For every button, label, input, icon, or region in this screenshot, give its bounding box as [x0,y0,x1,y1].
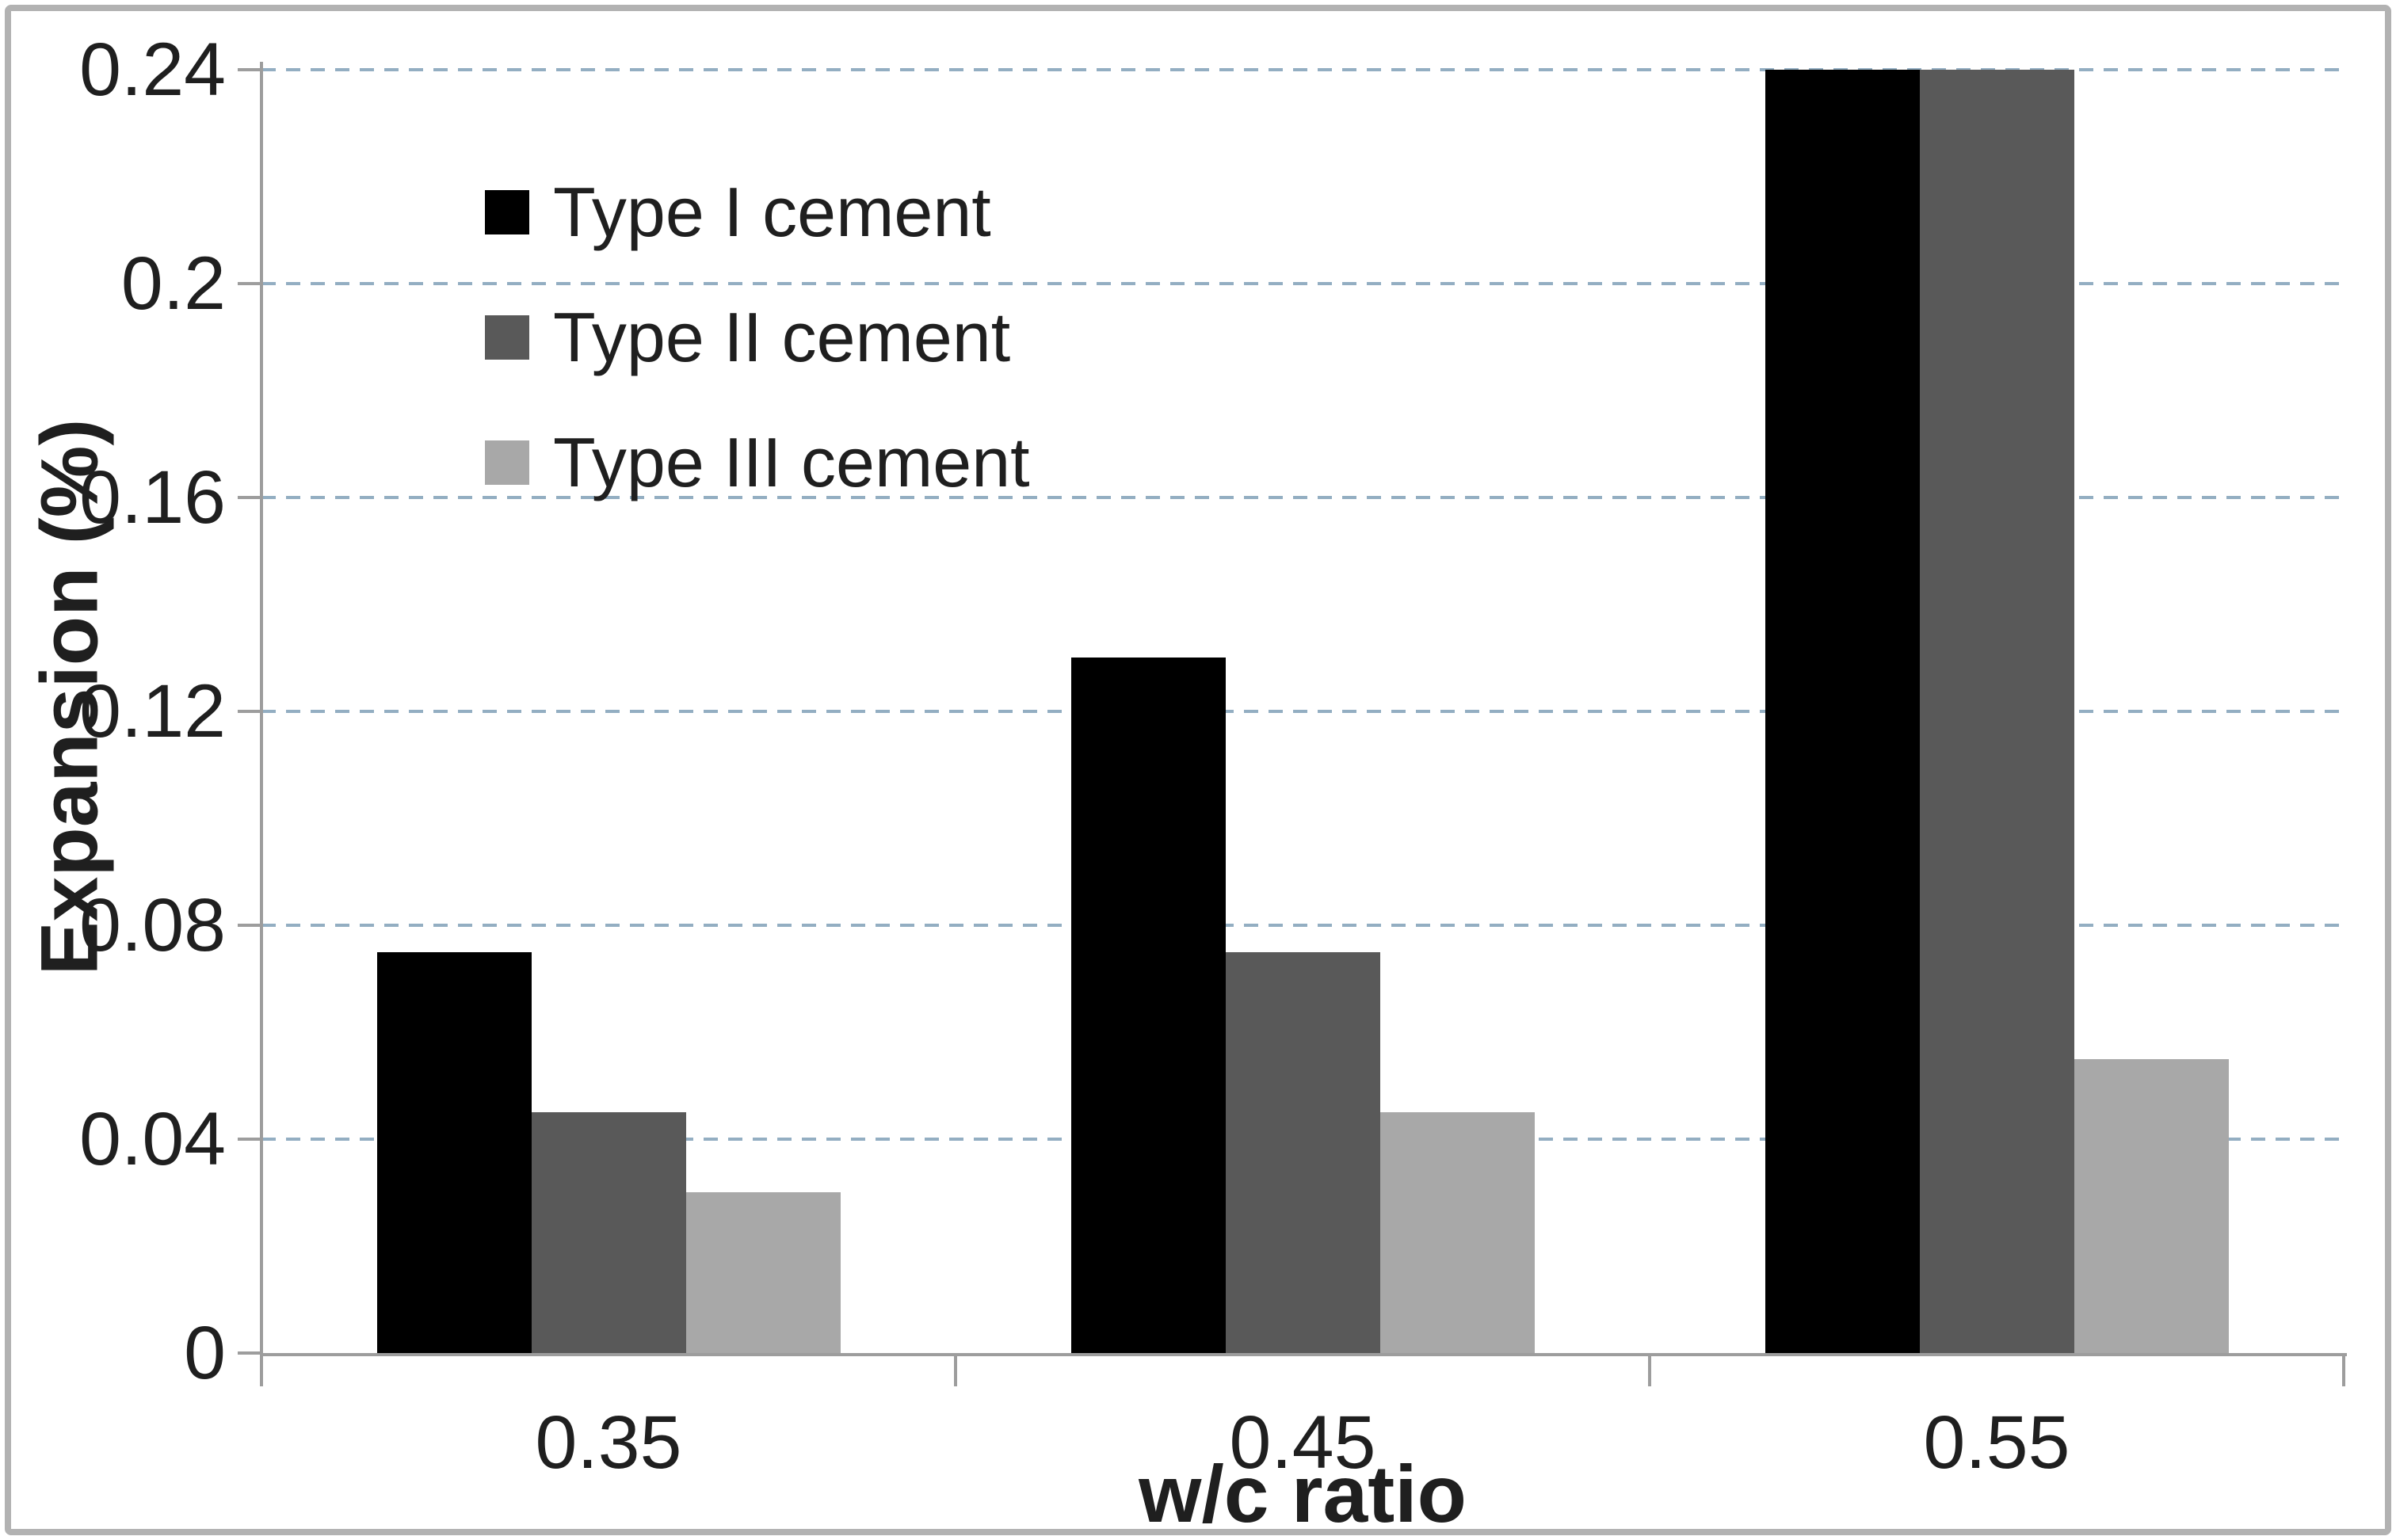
y-tick-mark-0.08 [238,924,261,927]
gridline-0.2 [261,282,2344,285]
x-tick-mark-1 [954,1353,957,1386]
gridline-0.16 [261,496,2344,499]
plot-area [261,68,2344,1353]
x-tick-mark-2 [1648,1353,1651,1386]
bar-group-0.35 [261,70,956,1353]
bar-type-ii-cement-0.45 [1225,952,1380,1353]
bar-type-i-cement-0.45 [1070,658,1226,1353]
bar-group-0.45 [956,70,1650,1353]
legend-label-type-iii-cement: Type III cement [553,423,1030,501]
legend-item-type-iii-cement: Type III cement [485,418,1030,507]
bar-type-ii-cement-0.55 [1919,70,2074,1353]
bar-type-iii-cement-0.55 [2074,1059,2229,1353]
y-tick-label-0.2: 0.2 [120,242,226,326]
legend-label-type-ii-cement: Type II cement [553,298,1011,376]
x-tick-label-0.35: 0.35 [535,1401,682,1485]
y-tick-mark-0.2 [238,282,261,285]
y-tick-mark-0.12 [238,710,261,713]
legend-swatch-type-iii-cement [485,440,529,485]
chart-border [5,5,2391,1535]
x-axis-title: w/c ratio [1139,1449,1467,1539]
y-tick-label-0.16: 0.16 [79,456,226,539]
bar-type-i-cement-0.55 [1765,70,1920,1353]
bar-type-ii-cement-0.35 [531,1112,686,1353]
y-tick-label-0: 0 [184,1311,226,1395]
x-tick-label-0.45: 0.45 [1229,1401,1376,1485]
x-axis-line [260,1353,2347,1356]
legend-item-type-ii-cement: Type II cement [485,293,1030,382]
bar-type-iii-cement-0.45 [1379,1112,1535,1353]
x-tick-mark-0 [260,1353,263,1386]
legend-item-type-i-cement: Type I cement [485,168,1030,257]
legend-swatch-type-ii-cement [485,315,529,360]
x-tick-mark-3 [2342,1353,2345,1386]
bar-type-i-cement-0.35 [376,952,532,1353]
legend-swatch-type-i-cement [485,190,529,234]
y-tick-label-0.08: 0.08 [79,883,226,967]
bar-group-0.55 [1650,70,2344,1353]
y-tick-mark-0.24 [238,68,261,71]
x-tick-label-0.55: 0.55 [1923,1401,2070,1485]
y-tick-mark-0.16 [238,496,261,499]
y-tick-label-0.24: 0.24 [79,28,226,112]
bar-type-iii-cement-0.35 [685,1192,841,1353]
gridline-0.08 [261,924,2344,927]
y-tick-label-0.12: 0.12 [79,669,226,753]
legend-label-type-i-cement: Type I cement [553,173,991,251]
y-tick-label-0.04: 0.04 [79,1097,226,1181]
gridline-0.12 [261,710,2344,713]
y-tick-mark-0 [238,1351,261,1355]
y-tick-mark-0.04 [238,1138,261,1141]
gridline-0.24 [261,68,2344,71]
legend: Type I cement Type II cement Type III ceme… [485,168,1030,543]
y-axis-line [260,62,263,1356]
